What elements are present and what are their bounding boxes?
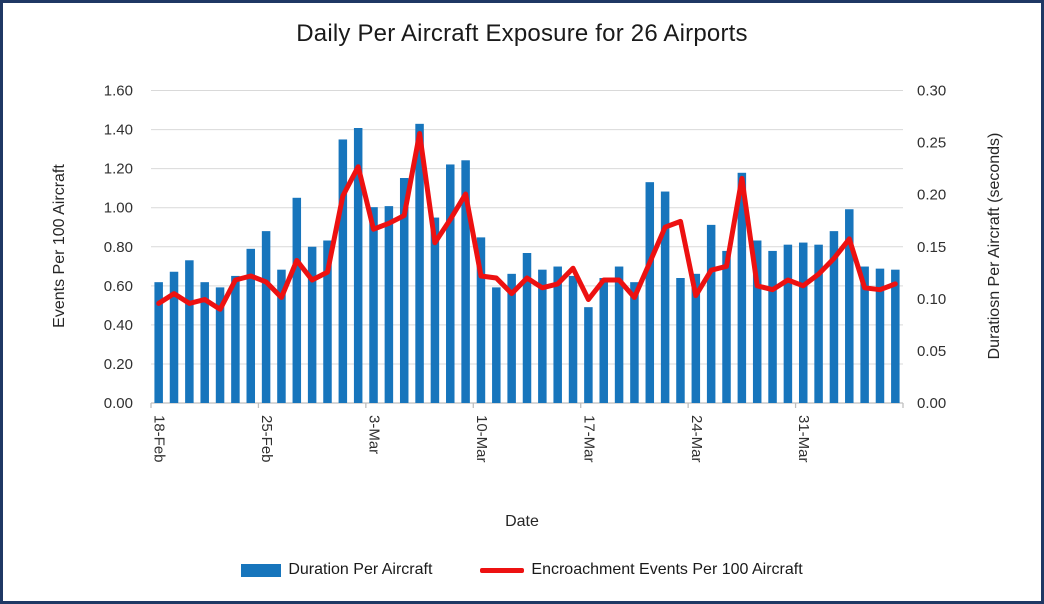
bar: [246, 248, 256, 403]
x-axis-title: Date: [505, 513, 539, 530]
bar: [829, 231, 839, 404]
bar: [875, 268, 885, 404]
bar: [261, 231, 271, 404]
x-axis-tick-label: 31-Mar: [795, 415, 812, 463]
bar: [292, 197, 302, 403]
bar: [430, 217, 440, 403]
bar: [200, 282, 209, 403]
bar: [507, 273, 516, 403]
right-axis-tick-label: 0.10: [917, 291, 946, 308]
bar: [660, 191, 670, 403]
bar: [691, 273, 701, 403]
bar: [522, 253, 532, 403]
bar: [752, 240, 762, 403]
bar: [415, 123, 424, 403]
chart-title: Daily Per Aircraft Exposure for 26 Airpo…: [296, 20, 748, 47]
bar: [384, 206, 394, 404]
bar: [722, 250, 731, 403]
trend-line: [156, 131, 898, 312]
x-axis-tick-label: 17-Mar: [580, 415, 597, 463]
left-axis-tick-label: 1.60: [104, 83, 133, 100]
right-axis-tick-label: 0.05: [917, 343, 946, 360]
bar: [860, 266, 869, 403]
bar: [768, 250, 777, 403]
bar: [737, 172, 747, 403]
bar: [185, 260, 194, 403]
bar: [553, 266, 562, 403]
left-axis-tick-label: 0.60: [104, 278, 133, 295]
bar: [783, 244, 793, 403]
left-axis-tick-label: 0.80: [104, 239, 133, 256]
left-axis-tick-label: 0.40: [104, 317, 133, 334]
x-axis-tick-label: 24-Mar: [688, 415, 705, 463]
bar: [353, 128, 363, 403]
bar: [614, 266, 624, 403]
bar: [599, 278, 608, 403]
bar: [307, 246, 317, 403]
bar: [399, 178, 409, 403]
bar: [538, 269, 547, 403]
bar: [215, 287, 225, 404]
left-axis-tick-label: 1.20: [104, 161, 133, 178]
legend-item-encroachment: Encroachment Events Per 100 Aircraft: [480, 561, 803, 579]
bar: [231, 275, 240, 403]
left-axis-tick-label: 1.00: [104, 200, 133, 217]
bar-series-swatch: [241, 563, 282, 577]
bar: [323, 240, 332, 403]
line-series-swatch: [480, 567, 525, 573]
x-axis-tick-label: 3-Mar: [366, 415, 383, 454]
bar: [645, 182, 655, 403]
left-axis-title: Events Per 100 Aircraft: [51, 164, 68, 328]
bar: [277, 269, 286, 403]
bar: [676, 278, 685, 403]
legend-item-duration: Duration Per Aircraft: [241, 561, 432, 579]
bar: [461, 160, 470, 403]
bar: [476, 237, 486, 404]
plot-area: 0.00 0.20 0.40 0.60 0.80 1.00 1.20 1.40 1.60 0.00…: [104, 83, 946, 463]
x-axis-tick-label: 10-Mar: [473, 415, 490, 463]
left-axis-tick-label: 0.00: [104, 395, 133, 412]
right-axis-title: Duratiosn Per Aircraft (seconds): [986, 132, 1003, 360]
bar: [338, 139, 348, 403]
left-axis-tick-label: 0.20: [104, 356, 133, 373]
bar: [706, 224, 716, 403]
x-axis-tick-label: 25-Feb: [258, 415, 275, 463]
bar: [798, 242, 808, 403]
bar: [169, 271, 179, 403]
right-axis-tick-label: 0.15: [917, 239, 946, 256]
bar: [369, 207, 378, 403]
bar: [446, 164, 455, 403]
bar: [891, 269, 900, 403]
bar: [814, 244, 823, 403]
right-axis-tick-label: 0.20: [917, 187, 946, 204]
bar: [154, 282, 163, 403]
left-axis-tick-label: 1.40: [104, 122, 133, 139]
right-axis-tick-label: 0.30: [917, 83, 946, 100]
bar: [492, 287, 501, 404]
right-axis-tick-label: 0.00: [917, 395, 946, 412]
right-axis-tick-label: 0.25: [917, 135, 946, 152]
bar: [584, 307, 593, 403]
x-axis-tick-label: 18-Feb: [151, 415, 168, 463]
legend-label-duration: Duration Per Aircraft: [288, 561, 433, 578]
bar: [630, 282, 639, 403]
legend-label-encroachment: Encroachment Events Per 100 Aircraft: [531, 561, 803, 578]
bar: [845, 209, 854, 403]
legend: Duration Per Aircraft Encroachment Event…: [3, 561, 1041, 579]
bar: [568, 275, 578, 403]
